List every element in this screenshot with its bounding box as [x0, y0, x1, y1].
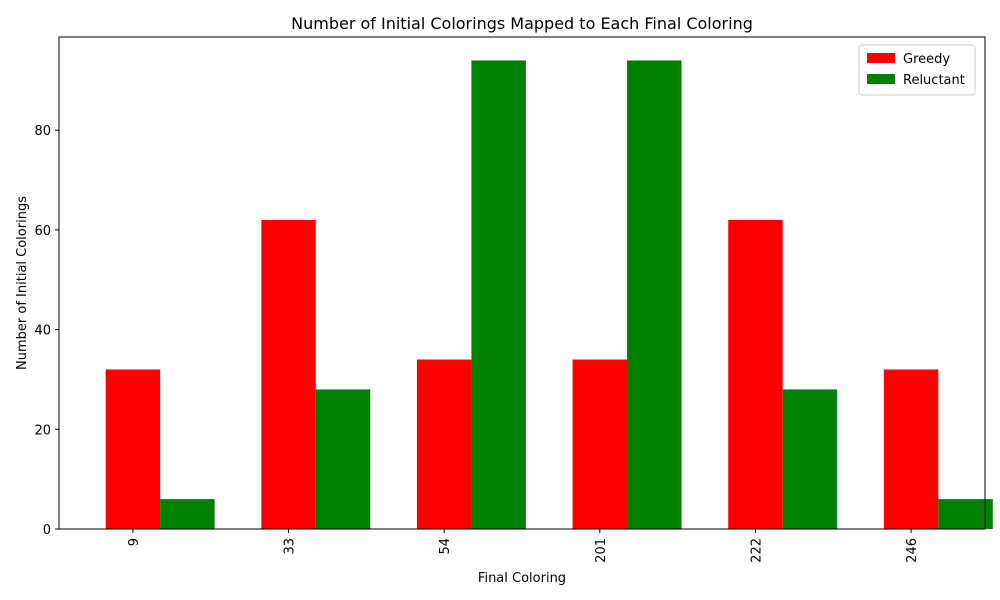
bar-greedy-54 — [416, 359, 472, 529]
y-axis: 0 20 40 60 80 — [34, 124, 59, 538]
x-tick-label-54: 54 — [438, 538, 453, 555]
y-axis-label: Number of Initial Colorings — [15, 196, 30, 370]
plot-frame — [58, 36, 986, 530]
x-tick-label-222: 222 — [749, 538, 764, 563]
bar-greedy-33 — [261, 219, 316, 529]
x-tick-label-9: 9 — [127, 538, 142, 546]
bar-reluctant-54 — [471, 60, 526, 530]
x-axis: 9 33 54 201 222 246 — [127, 529, 920, 563]
y-tick-label-0: 0 — [43, 523, 51, 538]
y-tick-label-40: 40 — [34, 324, 51, 339]
y-tick-label-80: 80 — [34, 124, 51, 139]
bar-greedy-222 — [728, 219, 783, 529]
x-tick-label-246: 246 — [905, 538, 920, 563]
x-tick-label-201: 201 — [594, 538, 609, 563]
bar-reluctant-246 — [938, 499, 993, 529]
legend-swatch-reluctant — [867, 74, 895, 84]
bar-reluctant-201 — [627, 60, 682, 530]
chart-title: Number of Initial Colorings Mapped to Ea… — [291, 14, 753, 33]
bar-reluctant-33 — [315, 389, 371, 529]
y-tick-label-20: 20 — [34, 423, 51, 438]
bar-reluctant-9 — [160, 499, 215, 529]
bar-greedy-9 — [105, 369, 161, 529]
bar-greedy-246 — [883, 369, 939, 529]
legend-swatch-greedy — [867, 53, 895, 63]
y-tick-label-60: 60 — [34, 224, 51, 239]
bar-reluctant-222 — [782, 389, 838, 529]
legend-label-reluctant: Reluctant — [903, 73, 965, 88]
legend: Greedy Reluctant — [858, 44, 976, 96]
x-axis-label: Final Coloring — [478, 571, 566, 586]
bar-greedy-201 — [572, 359, 628, 529]
legend-label-greedy: Greedy — [903, 52, 950, 67]
x-tick-label-33: 33 — [283, 538, 298, 555]
plot-area — [58, 36, 993, 530]
